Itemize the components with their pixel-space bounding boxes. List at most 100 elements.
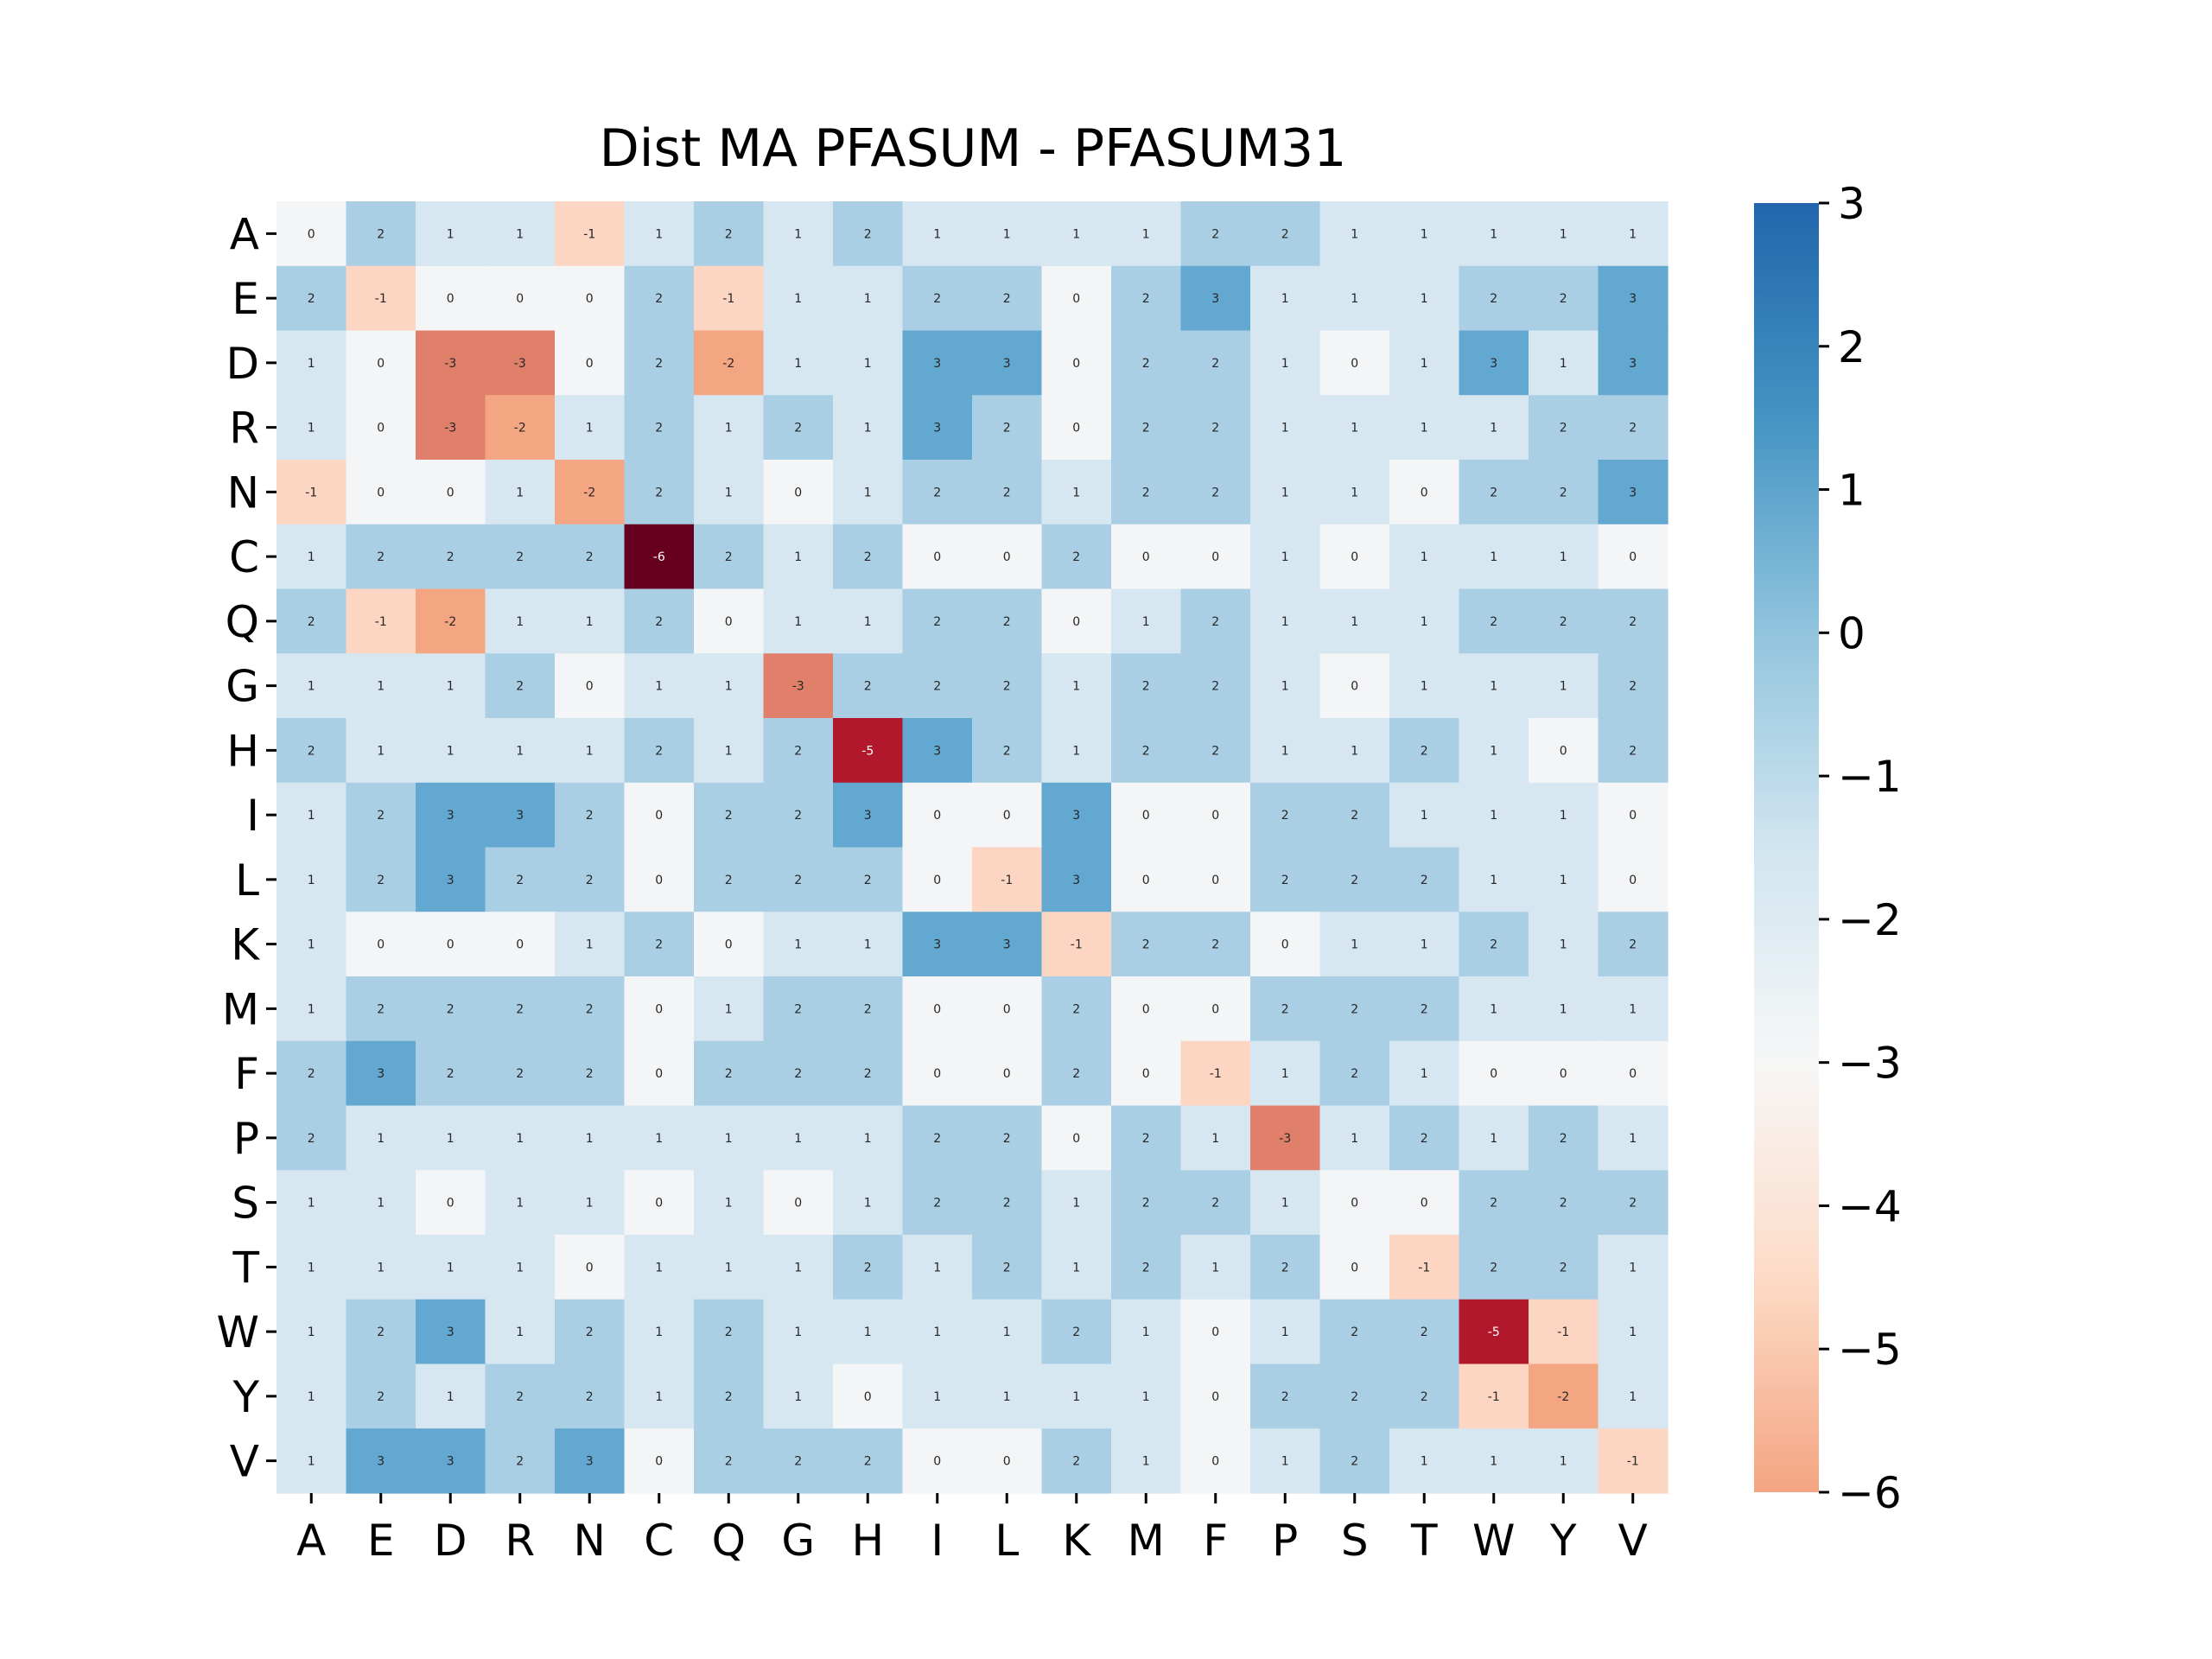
cell-value-label: 1: [1421, 292, 1428, 306]
colorbar-tick-label: −4: [1838, 1181, 1902, 1231]
heatmap-cell: [346, 1428, 416, 1494]
heatmap-cell: [1459, 912, 1529, 977]
cell-value-label: 0: [447, 938, 454, 952]
cell-value-label: 2: [1351, 809, 1358, 823]
heatmap-cell: [833, 1235, 904, 1300]
heatmap-cell: [694, 330, 765, 396]
cell-value-label: 2: [1490, 486, 1497, 499]
cell-value-label: 2: [1211, 615, 1219, 629]
cell-value-label: 2: [1072, 550, 1080, 564]
cell-value-label: 2: [586, 1067, 594, 1081]
heatmap-cell: [1041, 524, 1112, 590]
heatmap-cell: [1111, 718, 1182, 784]
cell-value-label: 3: [933, 744, 941, 758]
cell-value-label: -2: [722, 357, 734, 371]
heatmap-cell: [346, 912, 416, 977]
cell-value-label: 2: [1211, 486, 1219, 499]
cell-value-label: 0: [586, 1261, 594, 1274]
heatmap-cell: [972, 1363, 1043, 1429]
cell-value-label: 1: [1072, 486, 1080, 499]
heatmap-cell: [1250, 1105, 1321, 1171]
x-tick-label: K: [1062, 1516, 1091, 1566]
heatmap-cell: [1111, 847, 1182, 912]
heatmap-cell: [1319, 1040, 1390, 1107]
heatmap-cell: [694, 782, 765, 849]
cell-value-label: 2: [1351, 1002, 1358, 1016]
cell-value-label: 1: [1351, 615, 1358, 629]
cell-value-label: 1: [1142, 1390, 1150, 1404]
cell-value-label: 0: [1142, 1067, 1150, 1081]
cell-value-label: 1: [516, 1325, 524, 1339]
heatmap-cell: [1250, 588, 1321, 654]
cell-value-label: 2: [655, 357, 663, 371]
heatmap-cell: [902, 976, 973, 1042]
heatmap-cell: [1598, 1105, 1669, 1171]
cell-value-label: 1: [1072, 744, 1080, 758]
cell-value-label: 1: [1142, 1455, 1150, 1469]
cell-value-label: 2: [377, 809, 385, 823]
heatmap-cell: [902, 330, 973, 396]
heatmap-cell: [1598, 847, 1669, 912]
heatmap-cell: [833, 1428, 904, 1494]
cell-value-label: 2: [1560, 1197, 1567, 1211]
heatmap-cell: [1250, 201, 1321, 267]
heatmap-cell: [1598, 718, 1669, 784]
heatmap-cell: [1250, 395, 1321, 461]
heatmap-cell: [833, 1105, 904, 1171]
cell-value-label: 2: [586, 1325, 594, 1339]
heatmap-cell: [1529, 395, 1599, 461]
cell-value-label: 1: [308, 680, 315, 694]
heatmap-cell: [624, 1105, 695, 1171]
heatmap-cell: [1598, 1235, 1669, 1300]
cell-value-label: 2: [725, 1390, 733, 1404]
cell-value-label: 1: [1421, 809, 1428, 823]
cell-value-label: 2: [655, 292, 663, 306]
colorbar-tick-label: −5: [1838, 1325, 1902, 1375]
cell-value-label: 3: [1490, 357, 1497, 371]
cell-value-label: 1: [1560, 809, 1567, 823]
heatmap-cell: [972, 912, 1043, 977]
colorbar-tick-label: −2: [1838, 895, 1902, 945]
x-tick-label: Q: [712, 1516, 746, 1566]
heatmap-cell: [1319, 718, 1390, 784]
cell-value-label: 2: [1003, 1132, 1011, 1146]
heatmap-cell: [624, 1235, 695, 1300]
heatmap-cell: [1459, 1040, 1529, 1107]
heatmap-cell: [276, 524, 347, 590]
heatmap-cell: [1319, 653, 1390, 719]
cell-value-label: 0: [1629, 809, 1637, 823]
cell-value-label: 3: [1072, 874, 1080, 887]
heatmap-cell: [1389, 653, 1460, 719]
heatmap-cell: [624, 1299, 695, 1365]
cell-value-label: 2: [1490, 292, 1497, 306]
heatmap-cell: [1041, 718, 1112, 784]
heatmap-cell: [1319, 976, 1390, 1042]
cell-value-label: 2: [377, 1390, 385, 1404]
heatmap-cell: [485, 912, 556, 977]
cell-value-label: 1: [516, 486, 524, 499]
cell-value-label: 0: [725, 938, 733, 952]
cell-value-label: 1: [516, 1197, 524, 1211]
heatmap-cell: [1041, 1235, 1112, 1300]
heatmap-cell: [416, 588, 486, 654]
heatmap-cell: [1111, 265, 1182, 332]
heatmap-cell: [485, 1170, 556, 1236]
cell-value-label: 0: [1351, 1261, 1358, 1274]
heatmap-cell: [1389, 395, 1460, 461]
cell-value-label: 2: [1142, 1261, 1150, 1274]
cell-value-label: 1: [1142, 1325, 1150, 1339]
cell-value-label: 1: [1142, 615, 1150, 629]
heatmap-cell: [1459, 588, 1529, 654]
heatmap-cell: [485, 653, 556, 719]
cell-value-label: 1: [1560, 680, 1567, 694]
cell-value-label: 0: [933, 1002, 941, 1016]
cell-value-label: -1: [305, 486, 317, 499]
heatmap-cell: [1319, 524, 1390, 590]
cell-value-label: 1: [1490, 680, 1497, 694]
cell-value-label: 1: [794, 227, 802, 241]
heatmap-cell: [346, 201, 416, 267]
heatmap-cell: [485, 395, 556, 461]
y-tick-label: G: [226, 662, 259, 712]
heatmap-cell: [972, 1105, 1043, 1171]
cell-value-label: 2: [794, 1067, 802, 1081]
